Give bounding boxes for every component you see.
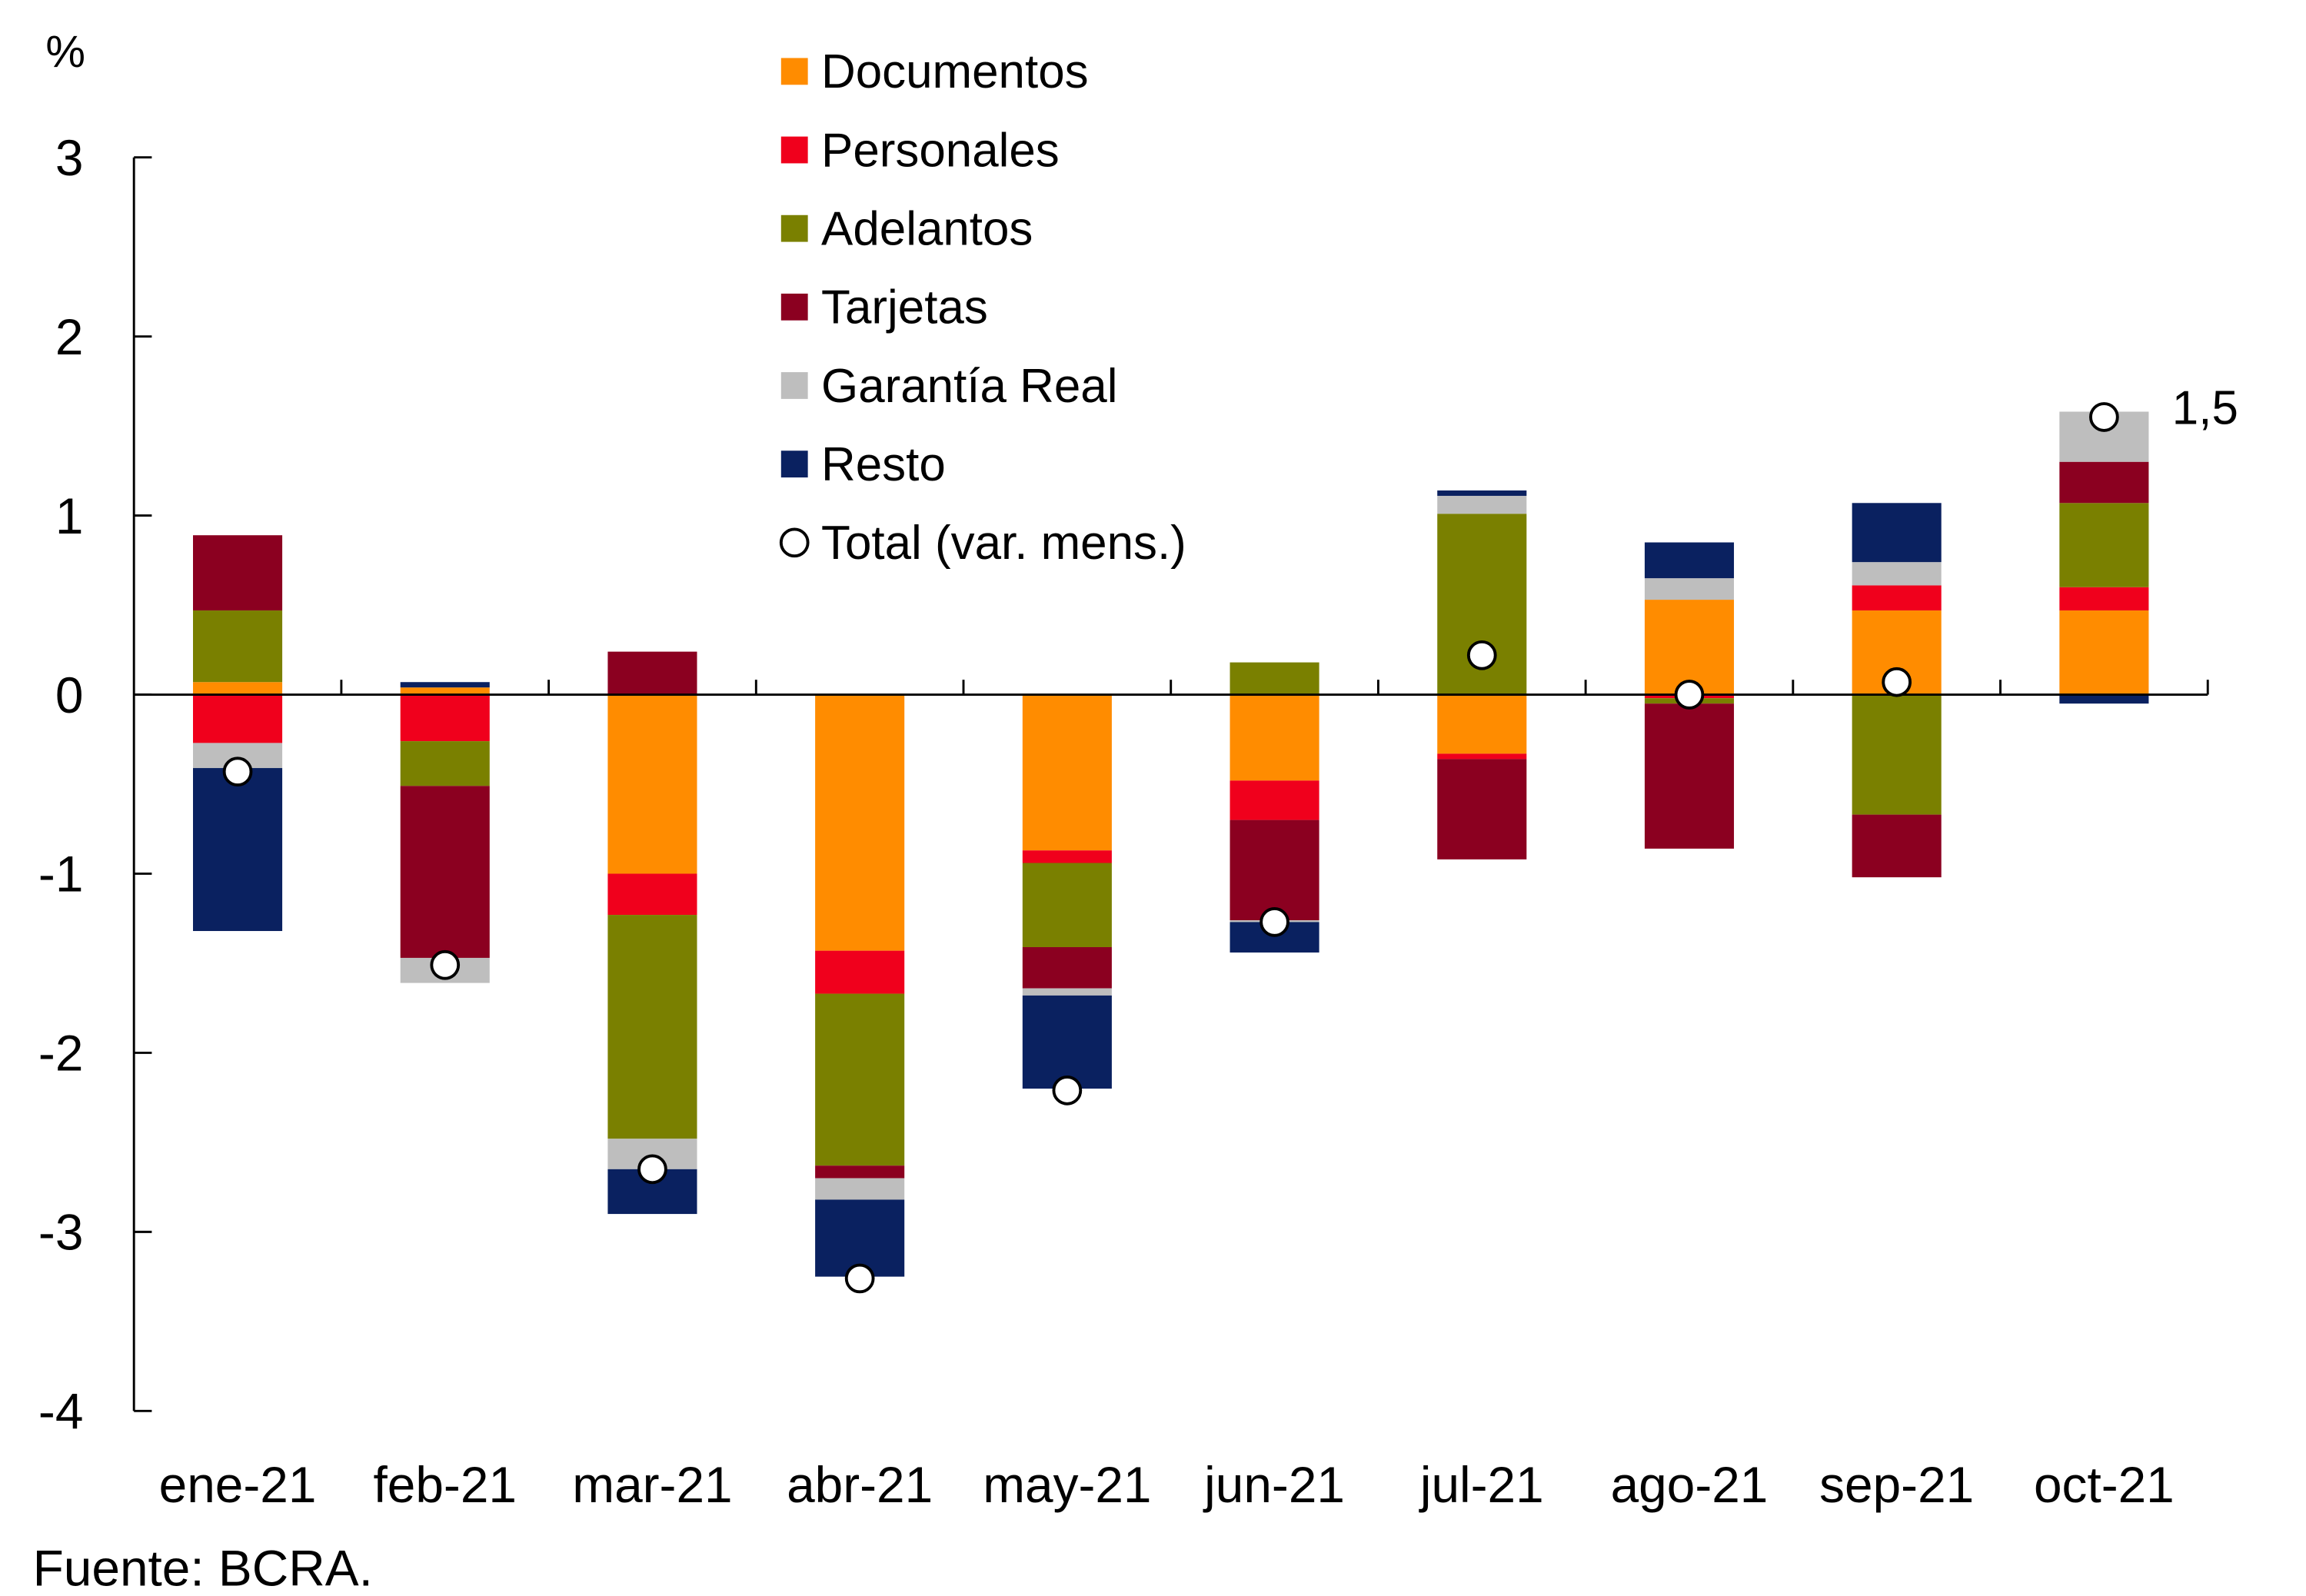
- x-tick-label: oct-21: [2034, 1456, 2175, 1513]
- bar-segment-documentos-abr-21: [815, 694, 905, 951]
- total-point-ene-21: [222, 756, 253, 787]
- legend-swatch: [780, 372, 808, 399]
- bar-segment-tarjetas-abr-21: [815, 1165, 905, 1179]
- bar-segment-tarjetas-mar-21: [607, 651, 697, 695]
- x-tick-label: ago-21: [1611, 1456, 1769, 1513]
- bar-segment-personales-oct-21: [2059, 587, 2149, 611]
- bar-segment-adelantos-oct-21: [2059, 503, 2149, 587]
- bar-segment-tarjetas-sep-21: [1852, 814, 1942, 878]
- x-tick-label: abr-21: [787, 1456, 933, 1513]
- total-point-feb-21: [430, 949, 461, 980]
- bar-segment-tarjetas-jun-21: [1230, 820, 1319, 921]
- y-tick-label: 3: [55, 129, 84, 186]
- total-annotation: 1,5: [2172, 381, 2238, 434]
- x-tick-label: jul-21: [1419, 1456, 1544, 1513]
- total-point-jun-21: [1259, 907, 1289, 937]
- x-tick-label: ene-21: [159, 1456, 317, 1513]
- bar-segment-documentos-mar-21: [607, 694, 697, 874]
- total-point-abr-21: [844, 1263, 875, 1294]
- total-point-jul-21: [1466, 640, 1497, 670]
- bar-segment-personales-jun-21: [1230, 780, 1319, 820]
- bar-segment-personales-abr-21: [815, 950, 905, 994]
- legend-swatch: [780, 451, 808, 478]
- bar-segment-resto-oct-21: [2059, 694, 2149, 704]
- bar-segment-resto-feb-21: [400, 682, 490, 688]
- x-tick-label: sep-21: [1819, 1456, 1974, 1513]
- legend-swatch: [780, 214, 808, 242]
- legend-swatch: [780, 136, 808, 164]
- y-tick-label: -1: [38, 846, 83, 903]
- totals-layer: [222, 402, 2119, 1294]
- bar-segment-adelantos-mar-21: [607, 915, 697, 1139]
- axes-layer: ene-21 feb-21 mar-21 abr-21 may-21 jun-21 jul-…: [38, 129, 2209, 1513]
- bar-segment-tarjetas-feb-21: [400, 786, 490, 958]
- y-tick-label: 1: [55, 487, 84, 544]
- bar-segment-adelantos-abr-21: [815, 993, 905, 1166]
- legend-label: Personales: [821, 124, 1060, 177]
- bar-segment-adelantos-jun-21: [1230, 662, 1319, 695]
- legend-label: Resto: [821, 438, 946, 491]
- bar-segment-garant-a-real-ago-21: [1644, 578, 1735, 600]
- bar-segment-adelantos-ene-21: [192, 610, 283, 683]
- bar-segment-personales-ene-21: [192, 694, 283, 743]
- bar-segment-documentos-oct-21: [2059, 610, 2149, 695]
- legend-swatch: [780, 293, 808, 321]
- bar-segment-resto-ago-21: [1644, 542, 1735, 579]
- bar-segment-garant-a-real-may-21: [1022, 988, 1112, 996]
- bar-segment-personales-mar-21: [607, 873, 697, 916]
- total-point-mar-21: [637, 1154, 667, 1185]
- total-point-may-21: [1052, 1075, 1083, 1106]
- bar-segment-resto-ene-21: [192, 768, 283, 932]
- y-tick-label: 0: [55, 667, 84, 723]
- bar-segment-tarjetas-oct-21: [2059, 461, 2149, 504]
- bar-segment-adelantos-may-21: [1022, 863, 1112, 947]
- bar-segment-documentos-may-21: [1022, 694, 1112, 851]
- bar-segment-documentos-ene-21: [192, 682, 283, 695]
- legend-label: Total (var. mens.): [821, 517, 1186, 570]
- total-point-oct-21: [2089, 402, 2119, 432]
- y-tick-label: -3: [38, 1204, 83, 1261]
- bar-segment-documentos-jul-21: [1437, 694, 1527, 754]
- legend-label: Adelantos: [821, 202, 1033, 255]
- total-point-ago-21: [1674, 680, 1705, 710]
- y-tick-label: -4: [38, 1383, 83, 1440]
- bar-segment-documentos-feb-21: [400, 687, 490, 695]
- bar-segment-resto-sep-21: [1852, 503, 1942, 563]
- bar-segment-garant-a-real-sep-21: [1852, 562, 1942, 586]
- y-tick-label: 2: [55, 308, 84, 365]
- bar-segment-adelantos-feb-21: [400, 741, 490, 786]
- legend-label: Documentos: [821, 45, 1089, 98]
- legend-total-marker: [779, 527, 810, 558]
- bar-segment-documentos-jun-21: [1230, 694, 1319, 781]
- x-tick-label: feb-21: [374, 1456, 517, 1513]
- bar-segment-tarjetas-jul-21: [1437, 759, 1527, 860]
- source-note: Fuente: BCRA.: [33, 1539, 373, 1596]
- total-point-sep-21: [1882, 667, 1912, 697]
- y-axis-unit-label: %: [45, 27, 85, 77]
- bar-segment-garant-a-real-abr-21: [815, 1178, 905, 1200]
- bar-segment-personales-feb-21: [400, 694, 490, 742]
- bar-segment-tarjetas-may-21: [1022, 946, 1112, 989]
- x-tick-label: may-21: [983, 1456, 1151, 1513]
- bar-segment-personales-sep-21: [1852, 585, 1942, 611]
- legend: Documentos Personales Adelantos Tarjetas Gar…: [779, 45, 1186, 570]
- legend-label: Garantía Real: [821, 360, 1117, 413]
- bar-segment-resto-may-21: [1022, 995, 1112, 1089]
- legend-label: Tarjetas: [821, 281, 988, 334]
- bar-segment-tarjetas-ene-21: [192, 535, 283, 611]
- y-tick-label: -2: [38, 1025, 83, 1082]
- x-tick-label: mar-21: [572, 1456, 732, 1513]
- bar-segment-garant-a-real-jul-21: [1437, 495, 1527, 514]
- x-tick-label: jun-21: [1203, 1456, 1345, 1513]
- bar-segment-personales-jul-21: [1437, 753, 1527, 760]
- bar-segment-documentos-ago-21: [1644, 600, 1735, 695]
- legend-swatch: [780, 58, 808, 85]
- bar-segment-personales-may-21: [1022, 850, 1112, 863]
- bar-segment-resto-jul-21: [1437, 490, 1527, 496]
- bar-segment-adelantos-sep-21: [1852, 694, 1942, 815]
- bar-segment-tarjetas-ago-21: [1644, 703, 1735, 849]
